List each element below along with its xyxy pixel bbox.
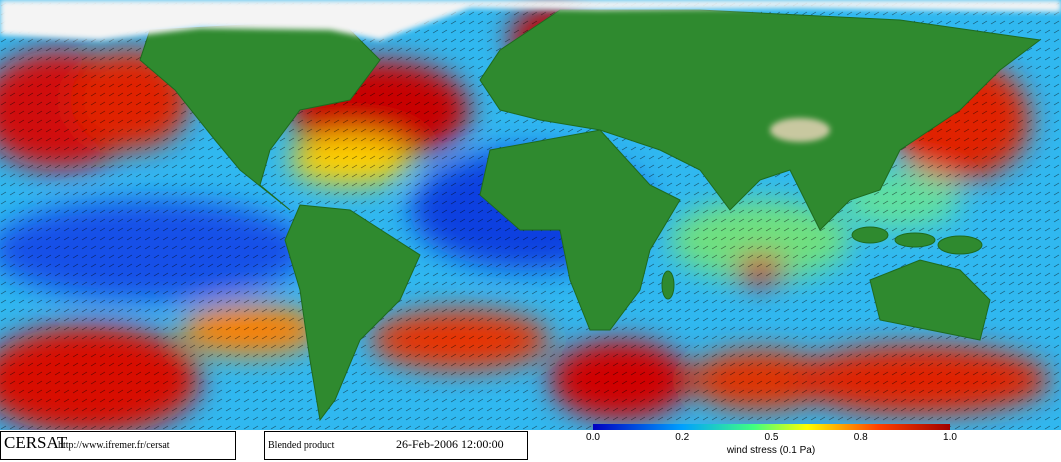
colorbar-ticks: 0.0 0.2 0.5 0.8 1.0 (586, 432, 957, 443)
footer: CERSAT http://www.ifremer.fr/cersat Blen… (0, 424, 1061, 462)
colorbar-tick-label: 0.0 (586, 432, 600, 443)
colorbar-tick-label: 0.8 (854, 432, 868, 443)
colorbar (593, 424, 950, 430)
logo-box (0, 431, 236, 460)
island (937, 235, 983, 255)
south-america (284, 204, 421, 422)
island (894, 232, 936, 248)
colorbar-tick-label: 1.0 (943, 432, 957, 443)
logo: CERSAT (4, 433, 68, 452)
island (661, 270, 675, 300)
north-america (139, 19, 381, 211)
datetime: 26-Feb-2006 12:00:00 (396, 437, 504, 451)
ice (0, 0, 1061, 142)
island (851, 226, 889, 244)
land (139, 9, 1042, 422)
africa (479, 129, 681, 331)
australia (869, 259, 991, 341)
product: Blended product (268, 440, 335, 451)
colorbar-tick-label: 0.5 (765, 432, 779, 443)
colorbar-label: wind stress (0.1 Pa) (726, 445, 815, 456)
map (0, 0, 1061, 430)
colorbar-tick-label: 0.2 (675, 432, 689, 443)
product-box (264, 431, 528, 460)
url: http://www.ifremer.fr/cersat (58, 440, 170, 451)
eurasia (479, 9, 1042, 231)
